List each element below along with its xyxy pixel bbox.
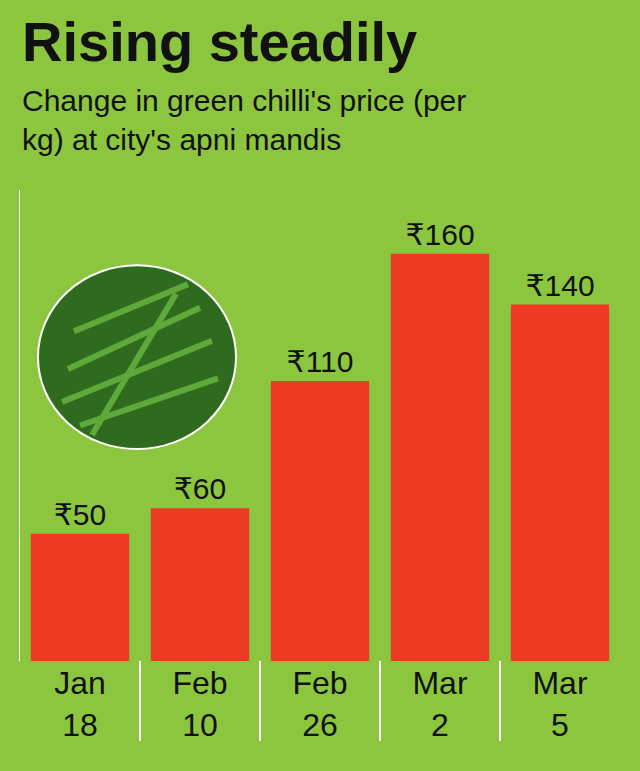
svg-text:Feb26: Feb26: [292, 665, 347, 743]
svg-text:Rising steadily: Rising steadily: [22, 10, 417, 73]
svg-text:₹160: ₹160: [405, 218, 474, 251]
svg-text:Feb10: Feb10: [172, 665, 227, 743]
svg-text:₹60: ₹60: [174, 472, 226, 505]
svg-text:₹50: ₹50: [54, 498, 106, 531]
svg-text:Jan18: Jan18: [54, 665, 106, 743]
svg-text:₹110: ₹110: [287, 345, 354, 378]
svg-text:Mar2: Mar2: [412, 665, 467, 743]
svg-text:Change in green chilli's price: Change in green chilli's price (perkg) a…: [22, 84, 466, 156]
svg-text:₹140: ₹140: [525, 269, 594, 302]
svg-text:Mar5: Mar5: [532, 665, 587, 743]
